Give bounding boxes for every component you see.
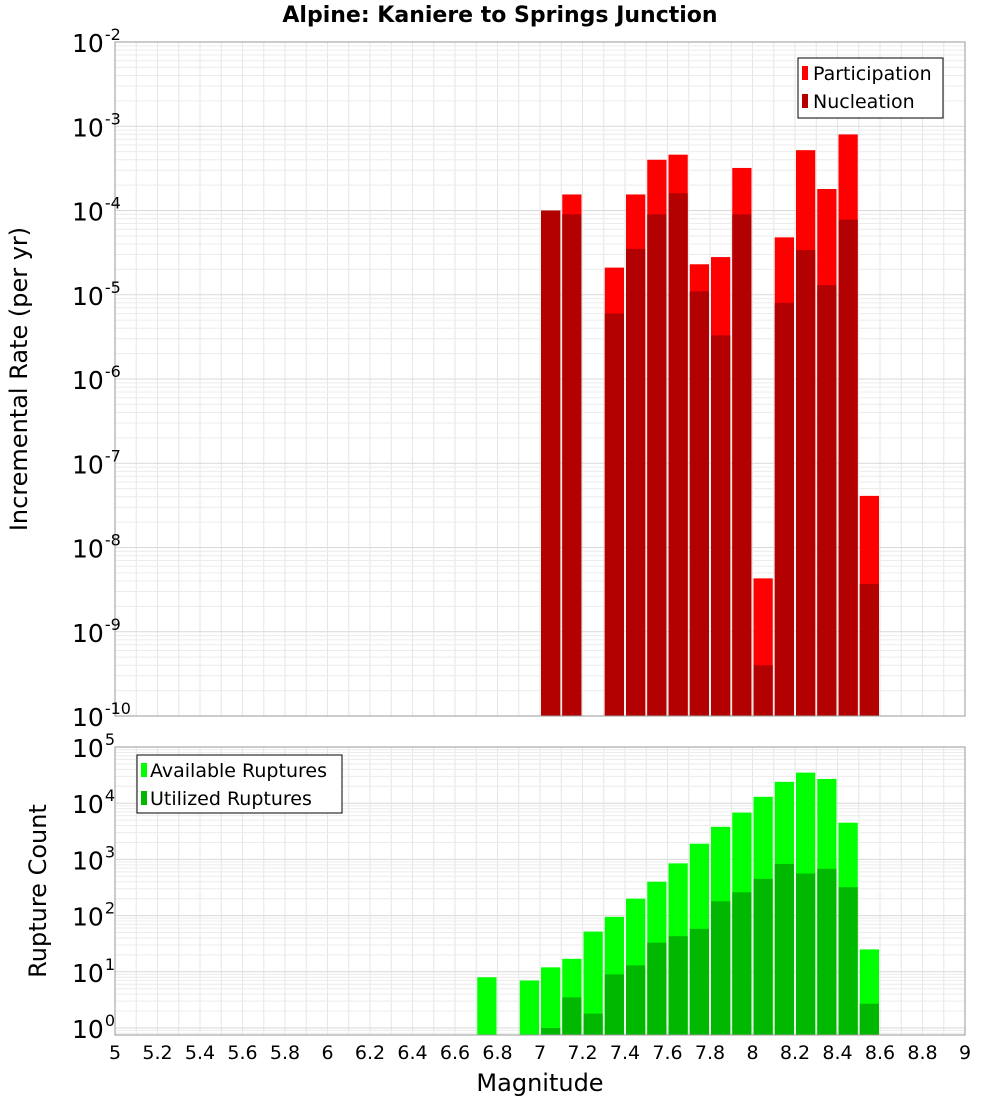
rate-y-tick-label: 10-6 (72, 362, 121, 395)
x-axis-label: Magnitude (476, 1069, 603, 1097)
count-bar-utilized-ruptures (732, 892, 752, 1035)
count-plot-frame (114, 746, 966, 1036)
count-bar-utilized-ruptures (689, 928, 709, 1035)
rate-y-axis-label: Incremental Rate (per yr) (5, 227, 33, 531)
x-tick-label: 5 (109, 1042, 121, 1064)
rate-bar-nucleation (796, 249, 816, 716)
x-tick-label: 5.4 (185, 1042, 215, 1064)
rate-y-tick-label: 10-7 (72, 446, 121, 479)
x-tick-label: 5.6 (227, 1042, 257, 1064)
rate-bar-nucleation (562, 214, 582, 716)
count-bar-utilized-ruptures (774, 863, 794, 1035)
count-y-tick-label: 103 (72, 842, 115, 875)
legend-label-participation: Participation (813, 63, 932, 85)
rate-bar-nucleation (817, 285, 837, 716)
legend-label-available: Available Ruptures (150, 760, 327, 782)
legend-swatch-utilized (141, 791, 147, 805)
rate-bar-nucleation (711, 335, 731, 716)
x-tick-label: 7 (534, 1042, 546, 1064)
rate-bar-nucleation (689, 291, 709, 716)
rate-y-tick-label: 10-4 (72, 194, 121, 227)
rate-gridlines (115, 42, 965, 716)
count-bar-utilized-ruptures (604, 974, 624, 1035)
x-tick-labels: 5 5.2 5.4 5.6 5.8 6 6.2 6.4 6.6 6.8 7 7.2 7.4 7.6 7.8 8… (109, 1042, 971, 1064)
count-gridlines (115, 747, 965, 1035)
rate-bar-nucleation (604, 313, 624, 716)
x-tick-label: 8.6 (865, 1042, 895, 1064)
rate-bar-nucleation (668, 193, 688, 717)
x-tick-label: 6 (321, 1042, 333, 1064)
x-tick-label: 7.2 (567, 1042, 597, 1064)
count-bar-utilized-ruptures (541, 1027, 561, 1035)
x-tick-label: 6.8 (482, 1042, 512, 1064)
x-tick-label: 9 (959, 1042, 971, 1064)
rate-bar-nucleation (859, 583, 879, 716)
count-bar-utilized-ruptures (647, 942, 667, 1035)
count-y-tick-label: 104 (72, 786, 115, 819)
rate-y-tick-label: 10-5 (72, 278, 121, 311)
count-bar-utilized-ruptures (859, 1003, 879, 1035)
count-bar-available-ruptures (477, 977, 497, 1035)
count-legend-box (136, 754, 343, 814)
count-y-tick-label: 102 (72, 899, 115, 932)
legend-label-nucleation: Nucleation (813, 91, 915, 113)
count-y-tick-label: 100 (72, 1011, 115, 1044)
rate-bar-nucleation (647, 214, 667, 716)
x-tick-label: 6.4 (397, 1042, 427, 1064)
count-bar-utilized-ruptures (711, 901, 731, 1035)
count-bar-utilized-ruptures (817, 868, 837, 1035)
count-bar-utilized-ruptures (583, 1013, 603, 1035)
rate-y-tick-label: 10-3 (72, 109, 121, 142)
rate-y-tick-label: 10-8 (72, 531, 121, 564)
x-tick-label: 8 (746, 1042, 758, 1064)
count-bar-available-ruptures (583, 931, 603, 1035)
rate-bar-nucleation (732, 214, 752, 716)
count-y-tick-labels: 105 104 103 102 101 100 (72, 730, 115, 1044)
rate-bar-nucleation (541, 210, 561, 716)
legend-swatch-available (141, 763, 147, 777)
count-bar-utilized-ruptures (668, 936, 688, 1035)
rate-bar-nucleation (753, 665, 773, 716)
rate-legend: Participation Nucleation (797, 57, 944, 119)
rate-y-tick-label: 10-10 (72, 699, 131, 732)
legend-label-utilized: Utilized Ruptures (150, 788, 312, 810)
count-bar-utilized-ruptures (562, 997, 582, 1035)
rate-y-tick-label: 10-9 (72, 615, 121, 648)
rate-plot-frame (114, 41, 966, 717)
x-tick-label: 7.8 (695, 1042, 725, 1064)
rate-legend-box (797, 57, 944, 119)
count-bar-utilized-ruptures (796, 873, 816, 1035)
chart-title: Alpine: Kaniere to Springs Junction (282, 3, 717, 28)
count-bar-utilized-ruptures (753, 878, 773, 1035)
count-panel: 105 104 103 102 101 100 5 5.2 5.4 5.6 5.8 6 6.2 6.4 6… (24, 730, 971, 1097)
rate-bar-nucleation (838, 219, 858, 716)
x-tick-label: 7.4 (610, 1042, 640, 1064)
x-tick-label: 8.4 (822, 1042, 852, 1064)
count-legend: Available Ruptures Utilized Ruptures (136, 754, 343, 814)
rate-bar-nucleation (774, 302, 794, 716)
legend-swatch-participation (802, 66, 808, 80)
rate-bar-nucleation (626, 248, 646, 716)
x-tick-label: 8.8 (907, 1042, 937, 1064)
x-tick-label: 6.2 (355, 1042, 385, 1064)
legend-swatch-nucleation (802, 94, 808, 108)
count-bars (477, 772, 879, 1035)
count-y-axis-label: Rupture Count (24, 804, 52, 978)
count-bar-utilized-ruptures (838, 887, 858, 1035)
count-bar-utilized-ruptures (626, 965, 646, 1035)
x-tick-label: 7.6 (652, 1042, 682, 1064)
rate-y-tick-label: 10-2 (72, 25, 121, 58)
rate-y-tick-labels: 10-2 10-3 10-4 10-5 10-6 10-7 10-8 10-9 10-10 (72, 25, 131, 732)
x-tick-label: 5.2 (142, 1042, 172, 1064)
rate-bars (541, 134, 879, 717)
x-tick-label: 6.6 (440, 1042, 470, 1064)
count-y-tick-label: 101 (72, 955, 115, 988)
count-y-tick-label: 105 (72, 730, 115, 763)
x-tick-label: 5.8 (270, 1042, 300, 1064)
x-tick-label: 8.2 (780, 1042, 810, 1064)
rate-panel: 10-2 10-3 10-4 10-5 10-6 10-7 10-8 10-9 10-10 In… (5, 25, 966, 732)
count-bar-available-ruptures (519, 980, 539, 1035)
count-bar-available-ruptures (541, 967, 561, 1035)
